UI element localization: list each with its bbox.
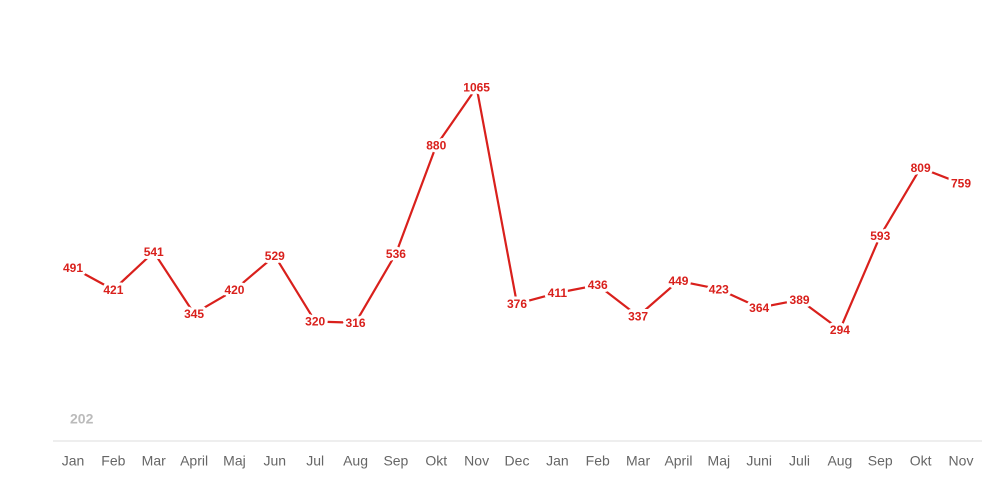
- x-tick-label: Sep: [868, 453, 893, 469]
- data-label: 345: [184, 307, 204, 321]
- x-tick-label: Maj: [708, 453, 731, 469]
- data-label: 759: [951, 177, 971, 191]
- data-label: 411: [548, 286, 568, 300]
- data-label: 536: [386, 247, 406, 261]
- x-tick-label: Mar: [142, 453, 166, 469]
- data-label: 423: [709, 282, 729, 296]
- data-label: 337: [628, 309, 648, 323]
- data-label: 389: [790, 293, 810, 307]
- x-tick-label: Jul: [306, 453, 324, 469]
- x-tick-label: Okt: [910, 453, 932, 469]
- data-label: 320: [305, 315, 325, 329]
- x-tick-label: Okt: [425, 453, 447, 469]
- x-tick-label: Aug: [827, 453, 852, 469]
- x-tick-label: Juni: [746, 453, 772, 469]
- x-tick-label: Sep: [383, 453, 408, 469]
- x-tick-label: Jan: [62, 453, 85, 469]
- x-tick-label: Jun: [264, 453, 287, 469]
- x-tick-label: Feb: [101, 453, 125, 469]
- data-label: 529: [265, 249, 285, 263]
- x-tick-label: Dec: [505, 453, 530, 469]
- x-tick-label: Juli: [789, 453, 810, 469]
- data-label: 1065: [463, 81, 490, 95]
- data-label: 593: [870, 229, 890, 243]
- data-label: 436: [588, 278, 608, 292]
- x-tick-label: Aug: [343, 453, 368, 469]
- data-label: 316: [346, 316, 366, 330]
- data-label: 420: [224, 283, 244, 297]
- x-tick-label: Maj: [223, 453, 246, 469]
- data-label: 421: [103, 283, 123, 297]
- data-label: 491: [63, 261, 83, 275]
- data-label: 376: [507, 297, 527, 311]
- annotation: 202: [70, 411, 94, 427]
- x-tick-label: April: [664, 453, 692, 469]
- data-line: [72, 86, 962, 331]
- data-label: 294: [830, 323, 850, 337]
- x-tick-label: Feb: [586, 453, 610, 469]
- data-label: 809: [911, 161, 931, 175]
- x-tick-label: Nov: [949, 453, 974, 469]
- x-tick-label: Jan: [546, 453, 569, 469]
- data-label: 364: [749, 301, 769, 315]
- x-tick-label: Nov: [464, 453, 489, 469]
- data-label: 449: [668, 274, 688, 288]
- data-label: 880: [426, 139, 446, 153]
- x-tick-label: April: [180, 453, 208, 469]
- data-label: 541: [144, 245, 164, 259]
- x-tick-label: Mar: [626, 453, 650, 469]
